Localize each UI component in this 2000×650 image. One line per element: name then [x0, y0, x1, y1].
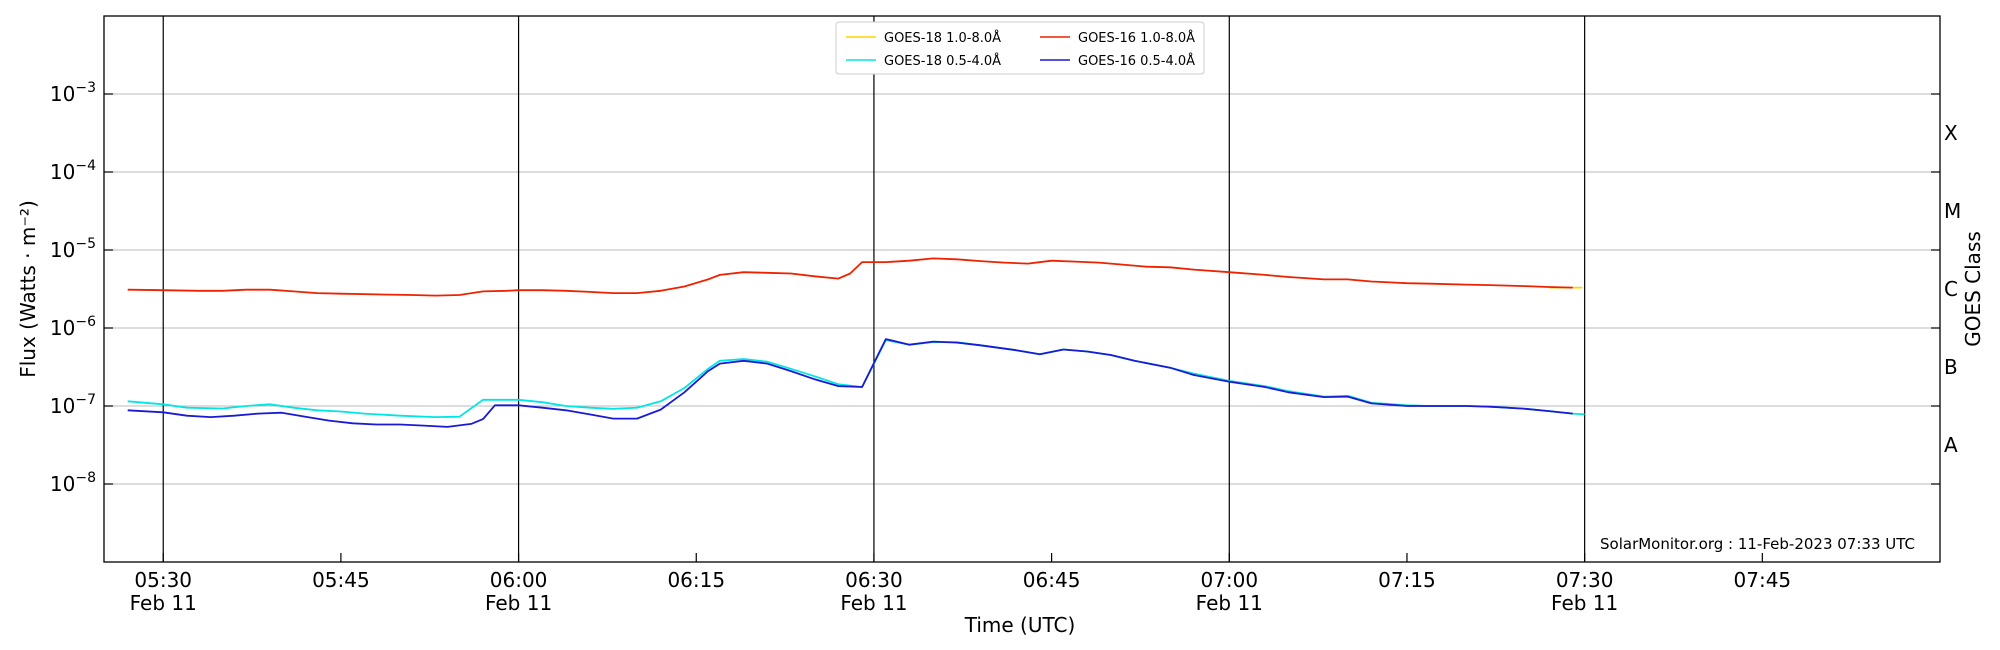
legend: GOES-18 1.0-8.0Å GOES-16 1.0-8.0Å GOES-18 … [835, 21, 1205, 75]
goes-class-A: A [1944, 433, 1958, 457]
grid-lines [104, 93, 1940, 485]
y-tick-label: 10−6 [50, 314, 96, 340]
x-tick-date: Feb 11 [485, 591, 552, 615]
x-tick-date: Feb 11 [840, 591, 907, 615]
goes-class-labels: A B C M X [1944, 121, 1961, 457]
y-tick-label: 10−5 [50, 236, 96, 262]
x-tick-time: 07:30 [1556, 568, 1614, 592]
y-tick-label: 10−7 [50, 392, 96, 418]
y-tick-label: 10−3 [50, 80, 96, 106]
y-axis-ticks: 10−8 10−7 10−6 10−5 10−4 10−3 [50, 80, 1940, 496]
goes-class-X: X [1944, 121, 1958, 145]
legend-entry: GOES-18 1.0-8.0Å [884, 30, 1001, 46]
x-tick-date: Feb 11 [1196, 591, 1263, 615]
x-tick-date: Feb 11 [1551, 591, 1618, 615]
series-line-3 [127, 338, 1573, 428]
x-tick-time: 06:45 [1023, 568, 1081, 592]
series-line-2 [127, 257, 1573, 297]
legend-entry: GOES-16 1.0-8.0Å [1078, 30, 1195, 46]
x-axis-label: Time (UTC) [964, 613, 1076, 637]
x-tick-time: 05:45 [312, 568, 370, 592]
x-tick-time: 06:00 [490, 568, 548, 592]
x-tick-time: 07:15 [1378, 568, 1436, 592]
plot-frame [103, 15, 1941, 563]
y-tick-label: 10−4 [50, 158, 96, 184]
x-tick-date: Feb 11 [130, 591, 197, 615]
x-tick-time: 07:45 [1734, 568, 1792, 592]
y2-axis-label: GOES Class [1961, 231, 1985, 347]
legend-entry: GOES-16 0.5-4.0Å [1078, 53, 1195, 69]
x-tick-time: 06:30 [845, 568, 903, 592]
x-tick-time: 05:30 [134, 568, 192, 592]
credit-annotation: SolarMonitor.org : 11-Feb-2023 07:33 UTC [1600, 535, 1915, 553]
x-tick-time: 07:00 [1200, 568, 1258, 592]
day-lines [162, 16, 1586, 562]
y-axis-label: Flux (Watts · m⁻²) [16, 200, 40, 378]
goes-class-B: B [1944, 355, 1958, 379]
legend-box [835, 21, 1205, 75]
goes-class-M: M [1944, 199, 1961, 223]
legend-entry: GOES-18 0.5-4.0Å [884, 53, 1001, 69]
series-lines [127, 257, 1585, 428]
x-tick-time: 06:15 [667, 568, 725, 592]
goes-class-C: C [1944, 277, 1958, 301]
y-tick-label: 10−8 [50, 470, 96, 496]
